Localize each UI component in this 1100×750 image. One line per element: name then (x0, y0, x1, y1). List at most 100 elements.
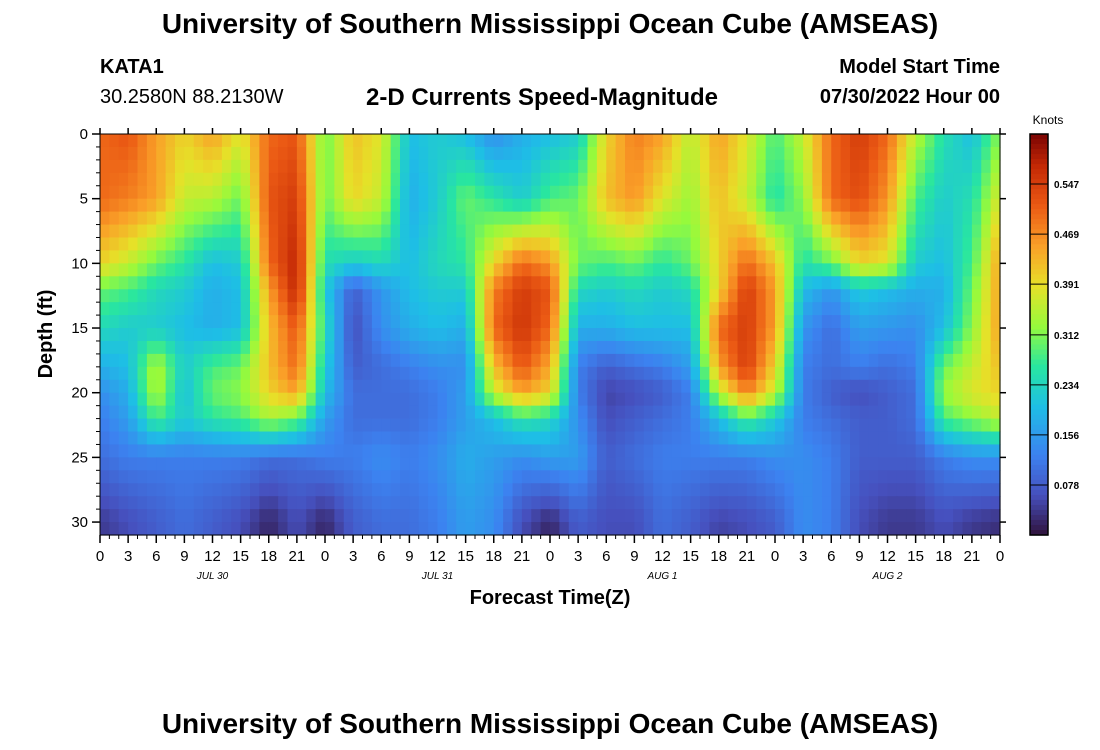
heatmap-cell (325, 353, 335, 368)
heatmap-cell (240, 496, 251, 510)
heatmap-cell (268, 328, 279, 342)
heatmap-cell (259, 315, 270, 329)
heatmap-cell (746, 198, 757, 213)
heatmap-cell (503, 237, 514, 252)
heatmap-cell (784, 522, 795, 536)
heatmap-cell (325, 444, 335, 458)
heatmap-cell (962, 315, 973, 329)
heatmap-cell (868, 328, 879, 342)
heatmap-cell (175, 172, 185, 187)
heatmap-cell (381, 392, 392, 407)
heatmap-cell (156, 250, 167, 264)
heatmap-cell (775, 302, 785, 316)
heatmap-cell (756, 496, 767, 510)
heatmap-cell (915, 353, 926, 368)
heatmap-cell (250, 328, 260, 342)
heatmap-cell (925, 289, 935, 303)
heatmap-cell (887, 418, 898, 433)
heatmap-cell (587, 134, 598, 148)
heatmap-cell (990, 340, 1001, 355)
colorbar-swatch (1030, 234, 1048, 240)
heatmap-cell (137, 340, 148, 355)
heatmap-cell (343, 379, 354, 394)
heatmap-cell (653, 431, 664, 446)
heatmap-cell (700, 509, 710, 523)
heatmap-cell (128, 250, 139, 264)
heatmap-cell (221, 211, 232, 226)
heatmap-cell (859, 366, 870, 381)
heatmap-cell (165, 315, 176, 329)
heatmap-cell (484, 237, 495, 252)
heatmap-cell (278, 315, 289, 329)
heatmap-cell (128, 340, 139, 355)
heatmap-cell (878, 134, 889, 148)
heatmap-cell (531, 328, 542, 342)
heatmap-cell (615, 237, 626, 252)
heatmap-cell (643, 315, 654, 329)
colorbar-swatch (1030, 204, 1048, 210)
heatmap-cell (118, 159, 129, 174)
heatmap-cell (925, 496, 935, 510)
heatmap-cell (643, 340, 654, 355)
heatmap-cell (184, 392, 195, 407)
heatmap-cell (587, 211, 598, 226)
heatmap-cell (503, 302, 514, 316)
heatmap-cell (868, 353, 879, 368)
heatmap-cell (100, 172, 110, 187)
heatmap-cell (971, 302, 982, 316)
heatmap-cell (203, 353, 214, 368)
x-tick-label: 3 (124, 548, 132, 565)
heatmap-cell (737, 185, 748, 200)
heatmap-cell (437, 444, 448, 458)
heatmap-cell (962, 289, 973, 303)
heatmap-cell (418, 496, 429, 510)
heatmap-cell (784, 146, 795, 161)
heatmap-cell (962, 263, 973, 277)
heatmap-cell (812, 366, 823, 381)
heatmap-cell (250, 276, 260, 290)
heatmap-cell (306, 405, 317, 420)
heatmap-cell (175, 470, 185, 484)
heatmap-cell (596, 496, 607, 510)
heatmap-cell (709, 353, 720, 368)
heatmap-cell (953, 211, 964, 226)
heatmap-cell (718, 340, 729, 355)
heatmap-cell (625, 211, 635, 226)
heatmap-cell (587, 198, 598, 213)
heatmap-cell (184, 302, 195, 316)
heatmap-cell (390, 509, 401, 523)
heatmap-cell (334, 134, 345, 148)
heatmap-cell (793, 392, 804, 407)
heatmap-cell (268, 237, 279, 252)
heatmap-cell (550, 418, 560, 433)
heatmap-cell (465, 522, 476, 536)
heatmap-cell (175, 340, 185, 355)
heatmap-cell (615, 366, 626, 381)
heatmap-cell (437, 392, 448, 407)
heatmap-cell (634, 353, 645, 368)
heatmap-cell (165, 340, 176, 355)
heatmap-cell (709, 211, 720, 226)
heatmap-cell (700, 146, 710, 161)
heatmap-cell (671, 276, 682, 290)
heatmap-cell (643, 328, 654, 342)
heatmap-cell (278, 431, 289, 446)
heatmap-cell (325, 315, 335, 329)
heatmap-cell (400, 444, 410, 458)
colorbar-swatch (1030, 154, 1048, 160)
heatmap-cell (559, 496, 570, 510)
heatmap-cell (887, 340, 898, 355)
heatmap-cell (334, 302, 345, 316)
heatmap-cell (493, 224, 504, 239)
heatmap-cell (962, 276, 973, 290)
heatmap-cell (296, 340, 307, 355)
heatmap-cell (428, 379, 439, 394)
heatmap-cell (409, 224, 420, 239)
heatmap-cell (362, 159, 373, 174)
heatmap-cell (315, 198, 326, 213)
heatmap-cell (306, 289, 317, 303)
heatmap-cell (906, 431, 917, 446)
heatmap-cell (821, 418, 832, 433)
heatmap-cell (184, 159, 195, 174)
heatmap-cell (156, 134, 167, 148)
